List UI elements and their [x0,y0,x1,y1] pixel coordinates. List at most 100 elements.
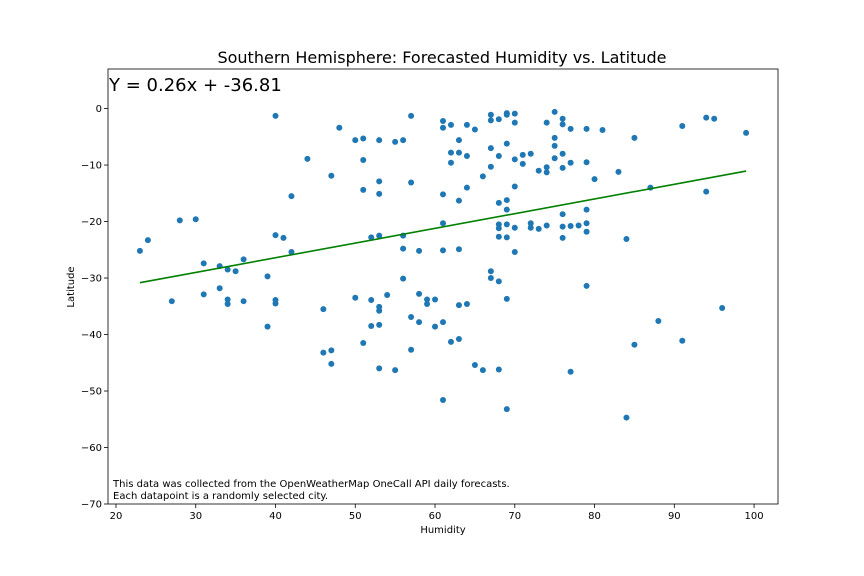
y-tick-label: −70 [81,500,102,511]
data-point [703,188,710,195]
data-point [559,164,566,171]
x-tick-label: 90 [668,511,681,522]
data-point [551,142,558,149]
data-point [567,223,574,230]
data-point [503,140,510,147]
data-point [392,367,399,374]
y-axis-label: Latitude [66,266,77,307]
data-point [535,167,542,174]
data-point [679,123,686,130]
data-point [495,233,502,240]
data-point [376,178,383,185]
data-point [527,224,534,231]
data-point [655,317,662,324]
data-point [503,234,510,241]
data-point [559,234,566,241]
data-point [455,149,462,156]
data-point [136,247,143,254]
data-point [559,121,566,128]
data-point [519,160,526,167]
data-point [503,111,510,118]
data-point [567,125,574,132]
data-point [583,282,590,289]
data-point [360,156,367,163]
data-point [511,224,518,231]
data-point [320,349,327,356]
data-point [511,156,518,163]
data-point [368,323,375,330]
data-point [495,366,502,373]
data-point [487,163,494,170]
data-point [440,247,446,254]
data-point [376,321,383,328]
data-point [679,337,686,344]
data-point [328,347,335,354]
data-point [176,217,183,224]
data-point [743,129,750,136]
x-tick-label: 80 [588,511,601,522]
data-point [503,206,510,213]
data-point [503,295,510,302]
data-point [144,237,151,244]
data-point [543,222,550,229]
data-point [631,134,638,141]
data-point [455,302,462,309]
data-point [487,275,494,282]
data-point [599,127,606,134]
data-point [416,290,423,297]
x-tick-label: 30 [189,511,202,522]
data-point [440,191,446,198]
data-point [440,220,446,227]
data-point [487,145,494,152]
data-point [384,291,391,298]
data-point [463,301,470,308]
data-point [567,159,574,166]
data-point [400,137,407,144]
data-point [463,121,470,128]
x-tick-label: 40 [269,511,282,522]
data-point [519,151,526,158]
data-point [352,137,359,144]
data-point [479,367,486,374]
data-point [376,365,383,372]
data-point [224,301,231,308]
data-point [408,314,415,321]
data-point [408,179,415,186]
data-point [328,172,335,179]
data-point [440,124,446,131]
data-point [495,278,502,285]
data-point [376,190,383,197]
y-tick-label: −40 [81,330,102,341]
y-tick-label: −30 [81,274,102,285]
data-point [495,199,502,206]
chart-title: Southern Hemisphere: Forecasted Humidity… [217,48,666,67]
y-tick-label: −50 [81,387,102,398]
data-point [487,268,494,275]
regression-line [139,170,747,284]
data-point [551,108,558,115]
data-point [511,110,518,117]
data-point [559,115,566,122]
data-point [471,362,478,369]
x-tick-label: 50 [349,511,362,522]
data-point [360,135,367,142]
data-point [400,275,407,282]
data-point [224,266,231,273]
data-point [711,115,718,122]
y-tick-label: 0 [96,104,102,115]
data-point [288,193,295,200]
data-point [200,291,207,298]
data-point [559,223,566,230]
data-point [511,119,518,126]
data-point [368,234,375,241]
data-point [264,273,271,280]
data-point [543,164,550,171]
data-point [288,249,295,256]
data-point [503,406,510,413]
data-point [447,149,454,156]
data-point [320,306,327,313]
data-point [432,323,439,330]
data-point [455,246,462,253]
data-point [272,232,279,239]
